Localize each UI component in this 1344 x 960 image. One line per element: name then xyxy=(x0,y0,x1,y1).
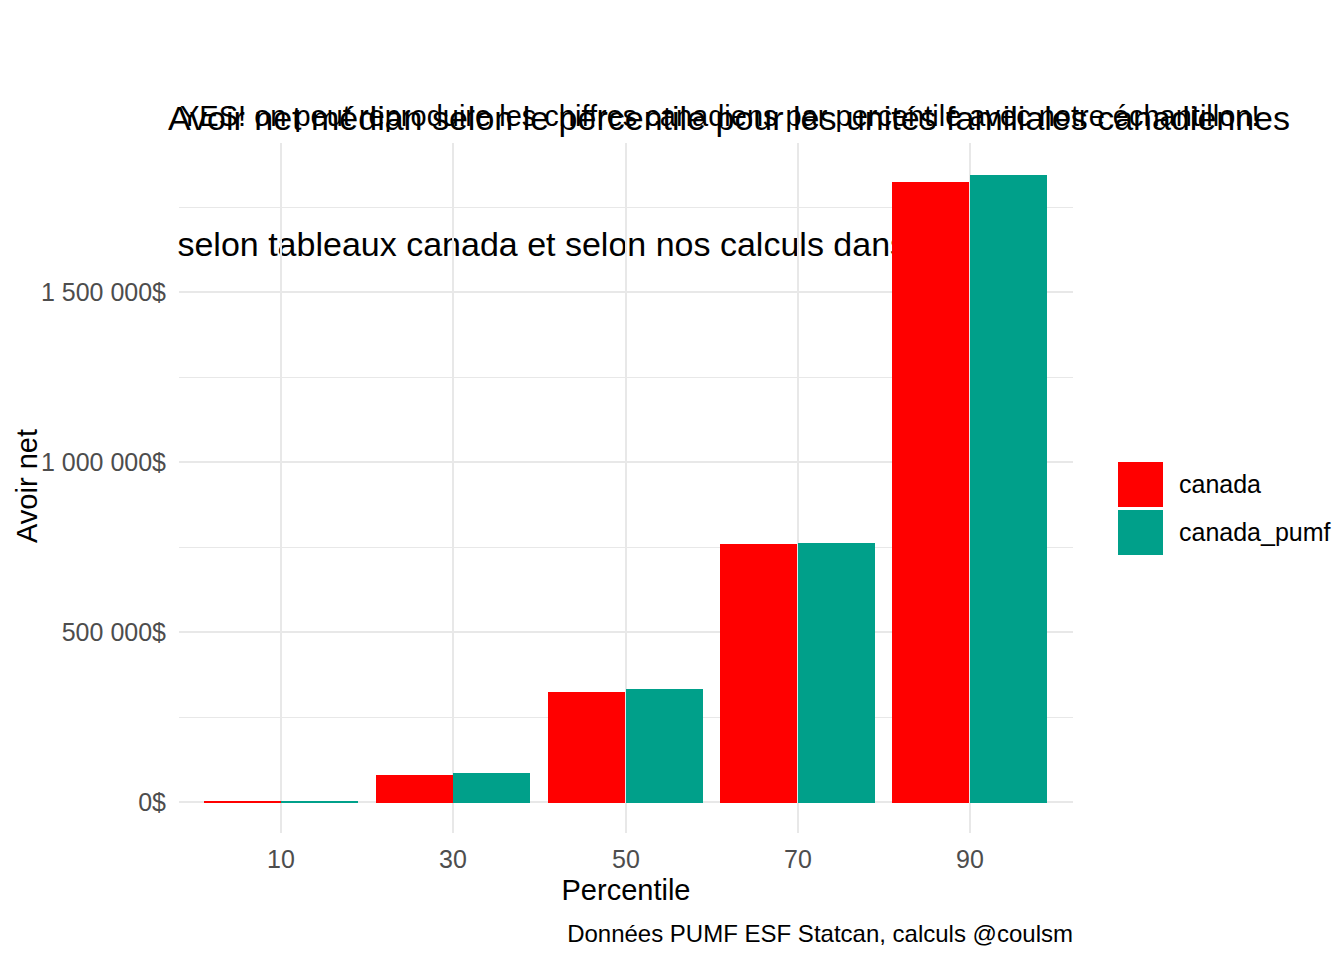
legend-item-canada: canada xyxy=(1118,462,1331,507)
x-tick-label: 50 xyxy=(586,846,666,872)
bar-canada-70 xyxy=(720,544,797,803)
legend: canada canada_pumf xyxy=(1118,462,1331,558)
legend-label-canada: canada xyxy=(1179,470,1261,499)
bar-canada-30 xyxy=(376,775,453,803)
x-tick-label: 70 xyxy=(758,846,838,872)
bar-canada_pumf-70 xyxy=(798,543,875,803)
x-gridline xyxy=(452,143,454,833)
bar-canada-90 xyxy=(892,182,969,803)
bar-canada_pumf-30 xyxy=(453,773,530,803)
x-axis-title: Percentile xyxy=(476,874,776,907)
bar-canada_pumf-50 xyxy=(626,689,703,803)
bar-canada-10 xyxy=(204,801,281,803)
x-gridline xyxy=(280,143,282,833)
legend-item-canada_pumf: canada_pumf xyxy=(1118,510,1331,555)
legend-swatch-canada_pumf xyxy=(1118,510,1163,555)
bar-canada-50 xyxy=(548,692,625,803)
y-tick-label: 1 500 000$ xyxy=(0,279,166,305)
legend-swatch-canada xyxy=(1118,462,1163,507)
chart-caption: Données PUMF ESF Statcan, calculs @couls… xyxy=(473,920,1073,948)
y-tick-label: 0$ xyxy=(0,789,166,815)
chart-canvas: Avoir net médian selon le percentile pou… xyxy=(0,0,1344,960)
bar-canada_pumf-90 xyxy=(970,175,1047,803)
x-tick-label: 90 xyxy=(930,846,1010,872)
x-tick-label: 30 xyxy=(413,846,493,872)
x-tick-label: 10 xyxy=(241,846,321,872)
y-axis-title: Avoir net xyxy=(12,336,42,636)
bar-canada_pumf-10 xyxy=(281,801,358,803)
legend-label-canada_pumf: canada_pumf xyxy=(1179,518,1331,547)
